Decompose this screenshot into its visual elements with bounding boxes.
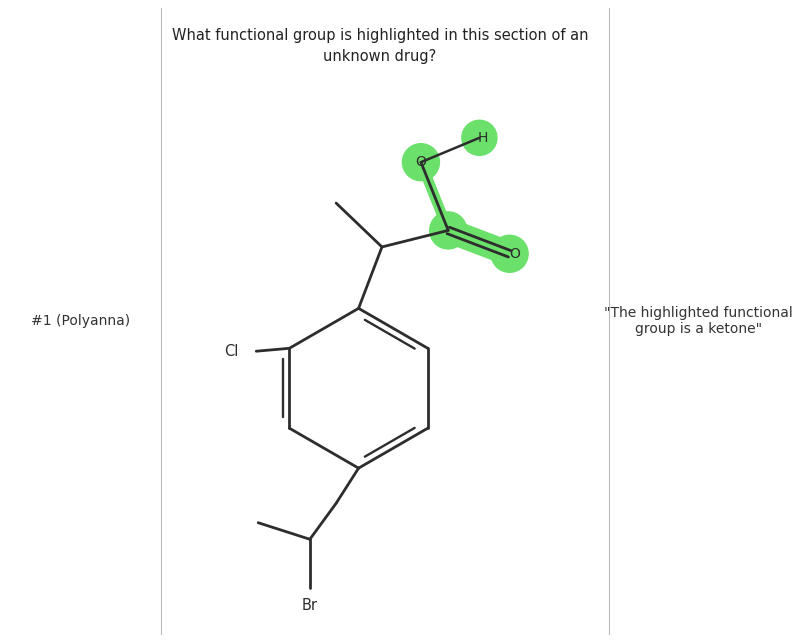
Text: "The highlighted functional
group is a ketone": "The highlighted functional group is a k… bbox=[604, 306, 793, 336]
Ellipse shape bbox=[462, 120, 497, 156]
Text: What functional group is highlighted in this section of an: What functional group is highlighted in … bbox=[172, 28, 588, 42]
Text: Cl: Cl bbox=[224, 344, 239, 359]
Text: #1 (Polyanna): #1 (Polyanna) bbox=[32, 314, 130, 328]
Text: Br: Br bbox=[302, 598, 318, 613]
Text: H: H bbox=[477, 131, 488, 145]
Ellipse shape bbox=[430, 212, 467, 249]
Polygon shape bbox=[444, 219, 514, 265]
Text: O: O bbox=[509, 247, 520, 261]
Ellipse shape bbox=[403, 143, 440, 181]
Text: O: O bbox=[416, 155, 426, 169]
Ellipse shape bbox=[491, 235, 528, 272]
Polygon shape bbox=[416, 162, 453, 230]
Text: unknown drug?: unknown drug? bbox=[323, 49, 437, 64]
